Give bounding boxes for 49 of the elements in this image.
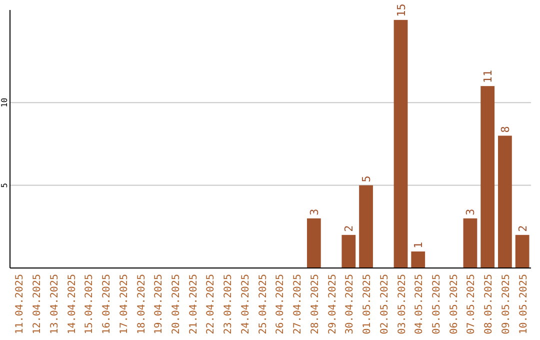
x-tick-label: 15.04.2025 <box>84 274 96 334</box>
data-label: 5 <box>360 176 374 182</box>
x-tick-label: 26.04.2025 <box>275 274 286 334</box>
x-tick-label: 13.04.2025 <box>49 274 60 334</box>
data-label: 15 <box>394 4 408 17</box>
y-tick-label: 10 <box>0 98 9 108</box>
x-tick-label: 20.04.2025 <box>170 274 182 334</box>
x-tick-label: 08.05.2025 <box>484 274 495 334</box>
x-tick-label: 10.05.2025 <box>518 274 530 334</box>
data-label: 3 <box>464 208 478 216</box>
x-tick-label: 27.04.2025 <box>292 274 304 334</box>
x-tick-label: 17.04.2025 <box>118 274 130 334</box>
bar <box>480 86 495 268</box>
data-label: 3 <box>308 208 321 216</box>
x-tick-label: 02.05.2025 <box>379 274 390 334</box>
data-label: 1 <box>412 242 426 248</box>
bar <box>359 185 373 268</box>
bar <box>515 234 530 268</box>
x-tick-label: 01.05.2025 <box>362 274 374 334</box>
data-label: 8 <box>498 126 512 133</box>
x-tick-label: 18.04.2025 <box>136 274 148 334</box>
x-tick-label: 28.04.2025 <box>310 274 321 334</box>
bar <box>463 218 478 268</box>
x-tick-label: 06.05.2025 <box>448 274 460 334</box>
bar <box>498 136 512 268</box>
x-tick-label: 03.05.2025 <box>396 274 408 334</box>
bar <box>342 234 356 268</box>
x-tick-label: 19.04.2025 <box>154 274 165 334</box>
x-tick-label: 21.04.2025 <box>188 274 200 334</box>
bar <box>306 218 321 268</box>
x-tick-label: 24.04.2025 <box>240 274 252 334</box>
x-tick-label: 22.04.2025 <box>206 274 217 334</box>
x-tick-label: 07.05.2025 <box>466 274 478 334</box>
x-tick-label: 30.04.2025 <box>344 274 356 334</box>
x-tick-label: 14.04.2025 <box>66 274 78 334</box>
x-tick-label: 25.04.2025 <box>258 274 269 334</box>
x-tick-label: 04.05.2025 <box>414 274 426 334</box>
x-tick-label: 11.04.2025 <box>14 274 26 334</box>
data-label: 11 <box>482 70 495 84</box>
x-tick-label: 16.04.2025 <box>102 274 113 334</box>
x-tick-label: 29.04.2025 <box>327 274 338 334</box>
bar <box>411 251 426 268</box>
x-tick-label: 09.05.2025 <box>500 274 512 334</box>
bar <box>394 20 408 268</box>
x-tick-label: 23.04.2025 <box>223 274 234 334</box>
x-tick-label: 05.05.2025 <box>431 274 442 334</box>
x-tick-label: 12.04.2025 <box>32 274 44 334</box>
data-label: 2 <box>342 225 356 232</box>
data-label: 2 <box>516 225 530 232</box>
